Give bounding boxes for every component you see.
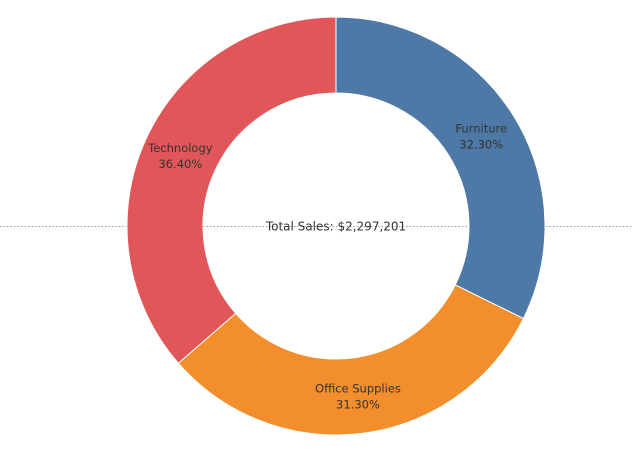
- slice-pct-furniture: 32.30%: [459, 138, 503, 152]
- slice-technology[interactable]: [126, 16, 337, 364]
- slices-group: [126, 16, 546, 436]
- slice-pct-office-supplies: 31.30%: [336, 398, 380, 412]
- labels-group: Furniture 32.30% Office Supplies 31.30% Tech…: [147, 122, 507, 412]
- slice-office-supplies[interactable]: [177, 284, 525, 436]
- slice-label-office-supplies: Office Supplies: [315, 382, 401, 396]
- slice-pct-technology: 36.40%: [158, 157, 202, 171]
- slice-furniture[interactable]: [335, 16, 546, 320]
- slice-label-technology: Technology: [147, 141, 213, 155]
- center-total-label: Total Sales: $2,297,201: [265, 220, 406, 234]
- slice-label-furniture: Furniture: [455, 122, 507, 136]
